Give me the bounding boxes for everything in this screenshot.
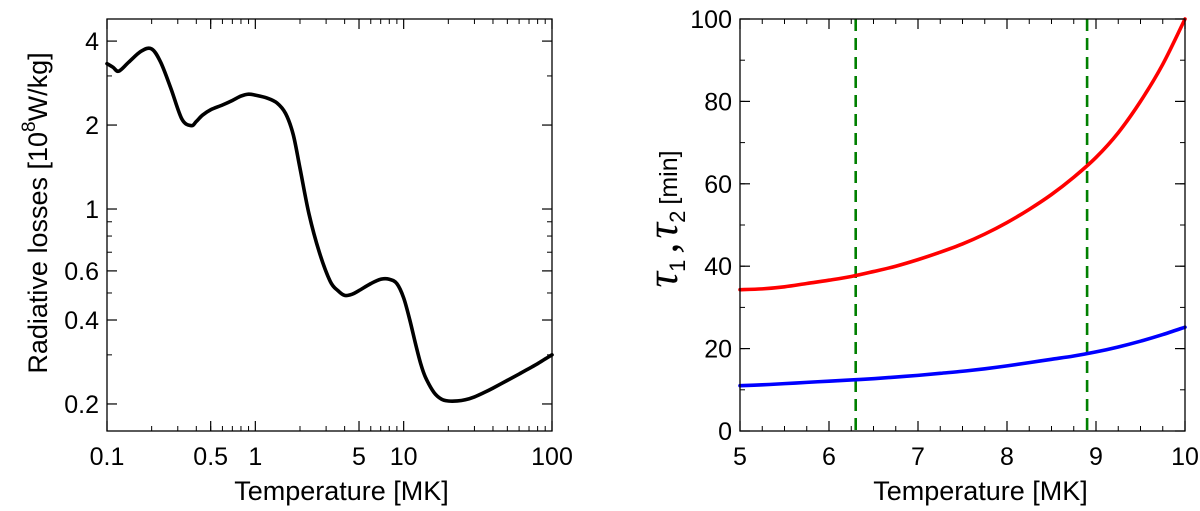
x-tick-label: 10	[1171, 443, 1199, 471]
plot-frame	[739, 18, 1186, 432]
y-tick-label: 80	[704, 88, 732, 116]
series-line-tau2	[738, 325, 1187, 388]
y-axis-label-unit: [min]	[655, 150, 683, 204]
y-axis-label-sub2: 2	[665, 211, 690, 223]
x-tick-label: 1	[248, 443, 262, 471]
y-axis-label-main: Radiative losses [10	[23, 132, 53, 374]
x-tick-label: 8	[1000, 443, 1014, 471]
y-tick-label: 2	[85, 112, 99, 140]
plot-frame	[106, 18, 553, 432]
y-axis-label-superscript: 8	[19, 121, 40, 132]
y-tick-label: 0.2	[64, 391, 99, 419]
x-tick-label: 10	[390, 443, 418, 471]
y-tick-label: 0.6	[64, 258, 99, 286]
y-tick-label: 0	[718, 418, 732, 446]
x-axis-label: Temperature [MK]	[873, 476, 1088, 506]
x-tick-label: 0.5	[193, 443, 228, 471]
x-tick-label: 9	[1089, 443, 1103, 471]
series-line-radiative-losses	[105, 46, 554, 403]
x-tick-label: 100	[531, 443, 573, 471]
y-axis-label-tau2: τ	[638, 221, 687, 239]
y-tick-label: 100	[690, 6, 732, 34]
y-axis-label-suffix: W/kg]	[23, 52, 53, 121]
y-tick-label: 4	[85, 28, 99, 56]
y-tick-label: 40	[704, 253, 732, 281]
y-tick-label: 60	[704, 171, 732, 199]
y-axis-label-tau1: τ	[638, 270, 687, 288]
x-axis-label: Temperature [MK]	[234, 476, 449, 506]
radiative-losses-chart: 0.1 0.5 1 5 10 100 0.2 0.4 0.6 1 2 4 Temperature [MK…	[19, 18, 573, 506]
x-tick-label: 7	[911, 443, 925, 471]
y-tick-label: 0.4	[64, 307, 99, 335]
y-axis-label: τ1,τ2[min]	[638, 150, 690, 287]
y-axis-label-separator: ,	[638, 243, 687, 254]
x-tick-label: 6	[822, 443, 836, 471]
y-tick-label: 1	[85, 196, 99, 224]
x-tick-label: 0.1	[90, 443, 125, 471]
y-axis-label: Radiative losses [108W/kg]	[19, 52, 53, 373]
y-tick-label: 20	[704, 336, 732, 364]
x-tick-label: 5	[352, 443, 366, 471]
x-tick-label: 5	[733, 443, 747, 471]
series-line-tau1	[738, 17, 1187, 292]
y-axis-label-sub1: 1	[665, 260, 690, 272]
